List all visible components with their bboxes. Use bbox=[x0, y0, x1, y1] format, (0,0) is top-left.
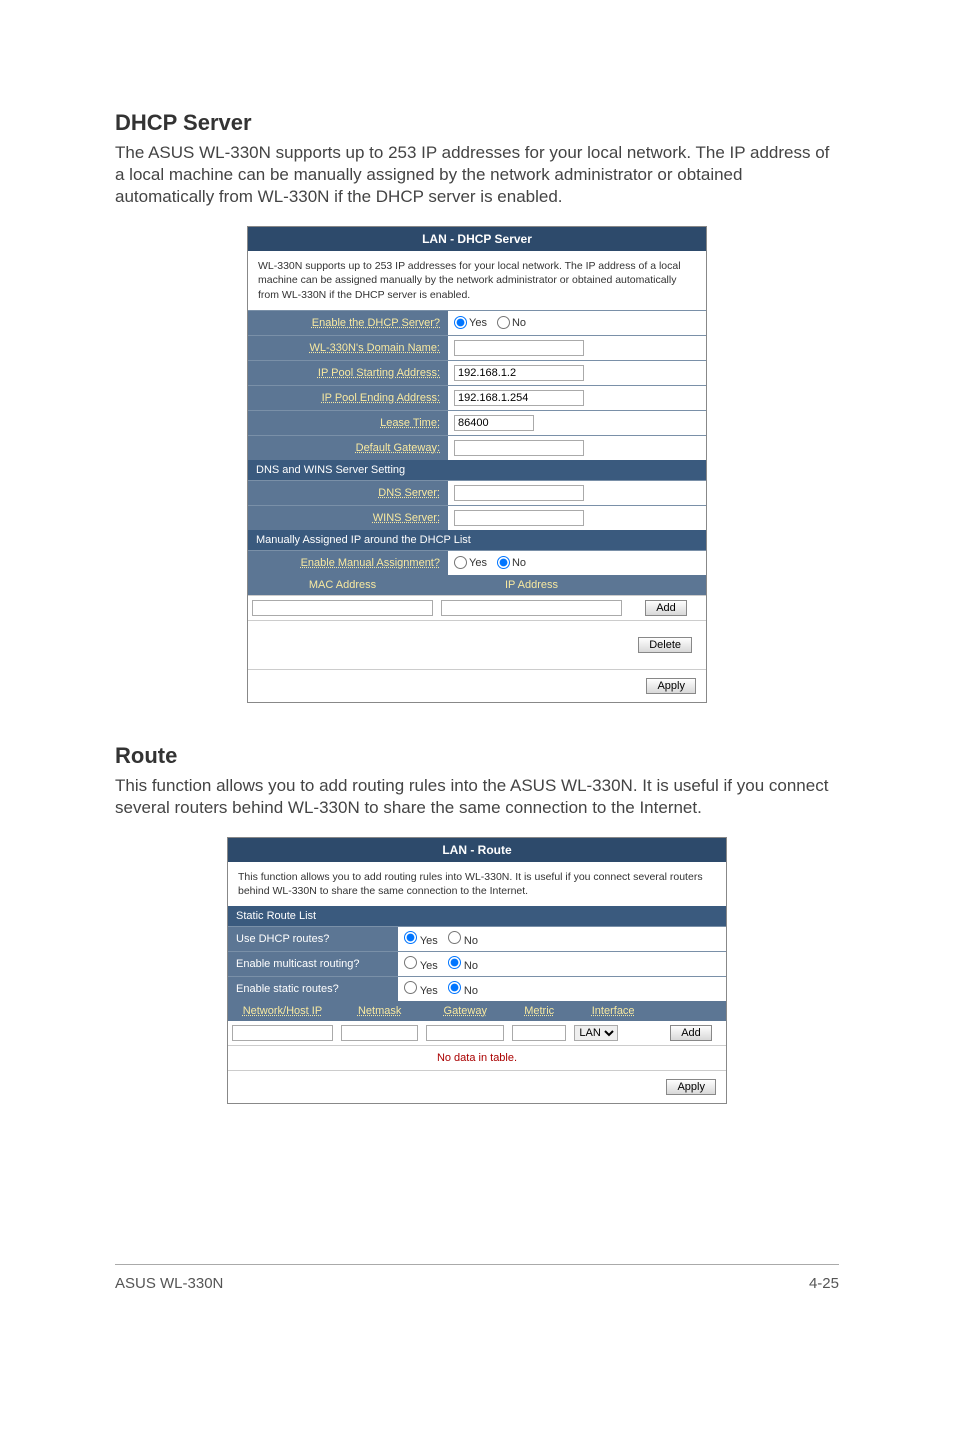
mac-input[interactable] bbox=[252, 600, 433, 616]
domain-input[interactable] bbox=[454, 340, 584, 356]
dhcp-apply-button[interactable]: Apply bbox=[646, 678, 696, 694]
col-ip: IP Address bbox=[437, 575, 626, 595]
dns-label: DNS Server: bbox=[248, 482, 448, 504]
manual-enable-label: Enable Manual Assignment? bbox=[248, 552, 448, 574]
route-add-button[interactable]: Add bbox=[670, 1025, 712, 1041]
lease-label: Lease Time: bbox=[248, 412, 448, 434]
start-label: IP Pool Starting Address: bbox=[248, 362, 448, 384]
lease-input[interactable] bbox=[454, 415, 534, 431]
end-label: IP Pool Ending Address: bbox=[248, 387, 448, 409]
no-data-text: No data in table. bbox=[228, 1045, 726, 1070]
manual-yes[interactable]: Yes bbox=[454, 556, 487, 569]
route-panel-intro: This function allows you to add routing … bbox=[228, 862, 726, 906]
footer-left: ASUS WL-330N bbox=[115, 1275, 223, 1292]
manual-no[interactable]: No bbox=[497, 556, 526, 569]
route-title: Route bbox=[115, 743, 839, 769]
col-netmask: Netmask bbox=[337, 1001, 423, 1021]
enable-dhcp-no[interactable]: No bbox=[497, 316, 526, 329]
footer-right: 4-25 bbox=[809, 1275, 839, 1292]
col-mac: MAC Address bbox=[248, 575, 437, 595]
host-input[interactable] bbox=[232, 1025, 333, 1041]
dns-input[interactable] bbox=[454, 485, 584, 501]
dhcp-panel: LAN - DHCP Server WL-330N supports up to… bbox=[247, 226, 707, 703]
gateway-route-input[interactable] bbox=[426, 1025, 504, 1041]
wins-label: WINS Server: bbox=[248, 507, 448, 529]
static-no[interactable]: No bbox=[448, 981, 478, 997]
route-panel-header: LAN - Route bbox=[228, 838, 726, 862]
interface-select[interactable]: LAN bbox=[574, 1025, 618, 1041]
dhcp-delete-button[interactable]: Delete bbox=[638, 637, 692, 653]
end-input[interactable] bbox=[454, 390, 584, 406]
static-yes[interactable]: Yes bbox=[404, 981, 438, 997]
enable-dhcp-label: Enable the DHCP Server? bbox=[248, 312, 448, 334]
gateway-label: Default Gateway: bbox=[248, 437, 448, 459]
use-dhcp-yes[interactable]: Yes bbox=[404, 931, 438, 947]
enable-dhcp-yes[interactable]: Yes bbox=[454, 316, 487, 329]
gateway-input[interactable] bbox=[454, 440, 584, 456]
manual-section-bar: Manually Assigned IP around the DHCP Lis… bbox=[248, 530, 706, 550]
use-dhcp-no[interactable]: No bbox=[448, 931, 478, 947]
route-panel: LAN - Route This function allows you to … bbox=[227, 837, 727, 1104]
netmask-input[interactable] bbox=[341, 1025, 419, 1041]
metric-input[interactable] bbox=[512, 1025, 566, 1041]
dhcp-panel-intro: WL-330N supports up to 253 IP addresses … bbox=[248, 251, 706, 310]
col-interface: Interface bbox=[570, 1001, 656, 1021]
use-dhcp-label: Use DHCP routes? bbox=[228, 928, 398, 950]
route-apply-button[interactable]: Apply bbox=[666, 1079, 716, 1095]
static-label: Enable static routes? bbox=[228, 978, 398, 1000]
static-route-bar: Static Route List bbox=[228, 906, 726, 926]
multicast-yes[interactable]: Yes bbox=[404, 956, 438, 972]
dhcp-panel-header: LAN - DHCP Server bbox=[248, 227, 706, 251]
wins-input[interactable] bbox=[454, 510, 584, 526]
route-desc: This function allows you to add routing … bbox=[115, 775, 839, 819]
start-input[interactable] bbox=[454, 365, 584, 381]
col-metric: Metric bbox=[508, 1001, 570, 1021]
domain-label: WL-330N's Domain Name: bbox=[248, 337, 448, 359]
col-gateway: Gateway bbox=[422, 1001, 508, 1021]
multicast-label: Enable multicast routing? bbox=[228, 953, 398, 975]
col-host: Network/Host IP bbox=[228, 1001, 337, 1021]
dhcp-title: DHCP Server bbox=[115, 110, 839, 136]
dhcp-desc: The ASUS WL-330N supports up to 253 IP a… bbox=[115, 142, 839, 208]
dns-section-bar: DNS and WINS Server Setting bbox=[248, 460, 706, 480]
dhcp-add-button[interactable]: Add bbox=[645, 600, 687, 616]
ip-input[interactable] bbox=[441, 600, 622, 616]
multicast-no[interactable]: No bbox=[448, 956, 478, 972]
